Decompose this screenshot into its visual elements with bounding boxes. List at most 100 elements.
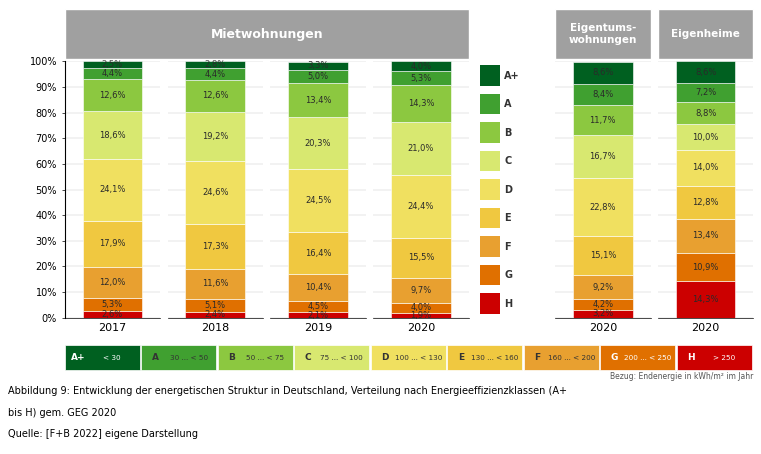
Text: 100 ... < 130: 100 ... < 130	[394, 355, 442, 360]
Text: 14,3%: 14,3%	[408, 99, 435, 108]
X-axis label: 2020: 2020	[589, 323, 617, 333]
Bar	[288, 83, 348, 117]
Bar	[573, 299, 632, 310]
Bar	[391, 303, 451, 313]
Bar	[186, 112, 245, 161]
Bar	[676, 281, 735, 318]
Text: 17,3%: 17,3%	[202, 242, 228, 251]
Bar	[83, 267, 142, 297]
Text: 13,4%: 13,4%	[693, 232, 719, 241]
Text: 19,2%: 19,2%	[202, 132, 228, 141]
Text: Bezug: Endenergie in kWh/m² im Jahr: Bezug: Endenergie in kWh/m² im Jahr	[610, 372, 753, 381]
Bar	[573, 135, 632, 178]
Text: H: H	[687, 353, 695, 362]
Bar	[573, 178, 632, 237]
Text: H: H	[504, 299, 512, 309]
Text: 30 ... < 50: 30 ... < 50	[170, 355, 208, 360]
Text: A: A	[504, 99, 511, 109]
Bar	[186, 311, 245, 318]
Text: F: F	[504, 242, 511, 252]
Text: 20,3%: 20,3%	[305, 139, 331, 148]
Text: Eigentums-
wohnungen: Eigentums- wohnungen	[568, 23, 637, 45]
Bar	[391, 85, 451, 122]
Text: 12,8%: 12,8%	[693, 198, 719, 207]
Text: B: B	[504, 128, 511, 138]
Text: 8,4%: 8,4%	[592, 90, 613, 99]
Bar	[573, 105, 632, 135]
Text: 5,3%: 5,3%	[410, 74, 431, 83]
Text: 24,1%: 24,1%	[99, 185, 126, 194]
Text: > 250: > 250	[713, 355, 735, 360]
Text: Mietwohnungen: Mietwohnungen	[210, 28, 323, 40]
Text: 130 ... < 160: 130 ... < 160	[471, 355, 518, 360]
Text: 4,2%: 4,2%	[592, 300, 613, 309]
Bar	[573, 237, 632, 275]
Text: 9,2%: 9,2%	[592, 282, 613, 291]
Bar	[573, 62, 632, 84]
Text: 2,4%: 2,4%	[205, 310, 226, 319]
Bar	[186, 69, 245, 80]
Bar	[573, 275, 632, 299]
Text: 10,4%: 10,4%	[305, 283, 331, 292]
Bar	[391, 122, 451, 175]
Bar	[288, 232, 348, 274]
X-axis label: 2019: 2019	[304, 323, 333, 333]
Bar	[288, 117, 348, 169]
Text: E: E	[458, 353, 464, 362]
Text: 3,2%: 3,2%	[592, 309, 613, 318]
Text: C: C	[304, 353, 311, 362]
Bar	[573, 310, 632, 318]
Text: E: E	[504, 213, 511, 223]
Bar	[186, 80, 245, 112]
Text: 15,5%: 15,5%	[408, 253, 435, 262]
Text: 11,7%: 11,7%	[590, 116, 616, 125]
Text: 14,0%: 14,0%	[693, 163, 719, 173]
Bar	[391, 71, 451, 85]
Text: 10,9%: 10,9%	[693, 263, 719, 271]
Text: 9,7%: 9,7%	[410, 286, 431, 295]
Bar	[391, 175, 451, 238]
Text: D: D	[380, 353, 388, 362]
Text: 5,0%: 5,0%	[307, 72, 329, 81]
Bar	[676, 102, 735, 124]
Bar	[186, 299, 245, 311]
Text: 4,0%: 4,0%	[410, 62, 431, 71]
X-axis label: 2020: 2020	[692, 323, 720, 333]
Bar	[391, 278, 451, 303]
Bar	[676, 219, 735, 253]
Text: 12,0%: 12,0%	[99, 278, 126, 286]
Bar	[83, 61, 142, 68]
Text: 4,5%: 4,5%	[307, 302, 329, 311]
Text: 10,0%: 10,0%	[693, 133, 719, 142]
Text: 2,8%: 2,8%	[205, 60, 226, 69]
Bar	[186, 224, 245, 269]
Text: 2,1%: 2,1%	[307, 311, 329, 320]
Bar	[391, 61, 451, 71]
Bar	[391, 238, 451, 278]
Bar	[186, 61, 245, 69]
Text: 24,6%: 24,6%	[202, 188, 228, 197]
Text: 17,9%: 17,9%	[99, 239, 126, 248]
Bar	[288, 62, 348, 70]
Text: 14,3%: 14,3%	[693, 295, 719, 304]
Text: Eigenheime: Eigenheime	[671, 29, 740, 39]
Text: A: A	[151, 353, 158, 362]
Text: F: F	[534, 353, 540, 362]
Bar	[676, 84, 735, 102]
Text: 2,5%: 2,5%	[102, 60, 123, 69]
Bar	[83, 297, 142, 311]
X-axis label: 2020: 2020	[407, 323, 435, 333]
Text: 4,0%: 4,0%	[410, 303, 431, 312]
Bar	[83, 311, 142, 318]
Bar	[83, 221, 142, 267]
Text: A+: A+	[504, 70, 520, 80]
Text: 15,1%: 15,1%	[590, 252, 616, 260]
Text: 21,0%: 21,0%	[408, 144, 435, 153]
Text: 4,4%: 4,4%	[102, 69, 123, 78]
Bar	[676, 61, 735, 84]
X-axis label: 2018: 2018	[201, 323, 229, 333]
Text: 12,6%: 12,6%	[202, 91, 228, 100]
Text: 4,4%: 4,4%	[205, 69, 226, 79]
Text: G: G	[504, 270, 512, 280]
Text: C: C	[504, 156, 511, 166]
